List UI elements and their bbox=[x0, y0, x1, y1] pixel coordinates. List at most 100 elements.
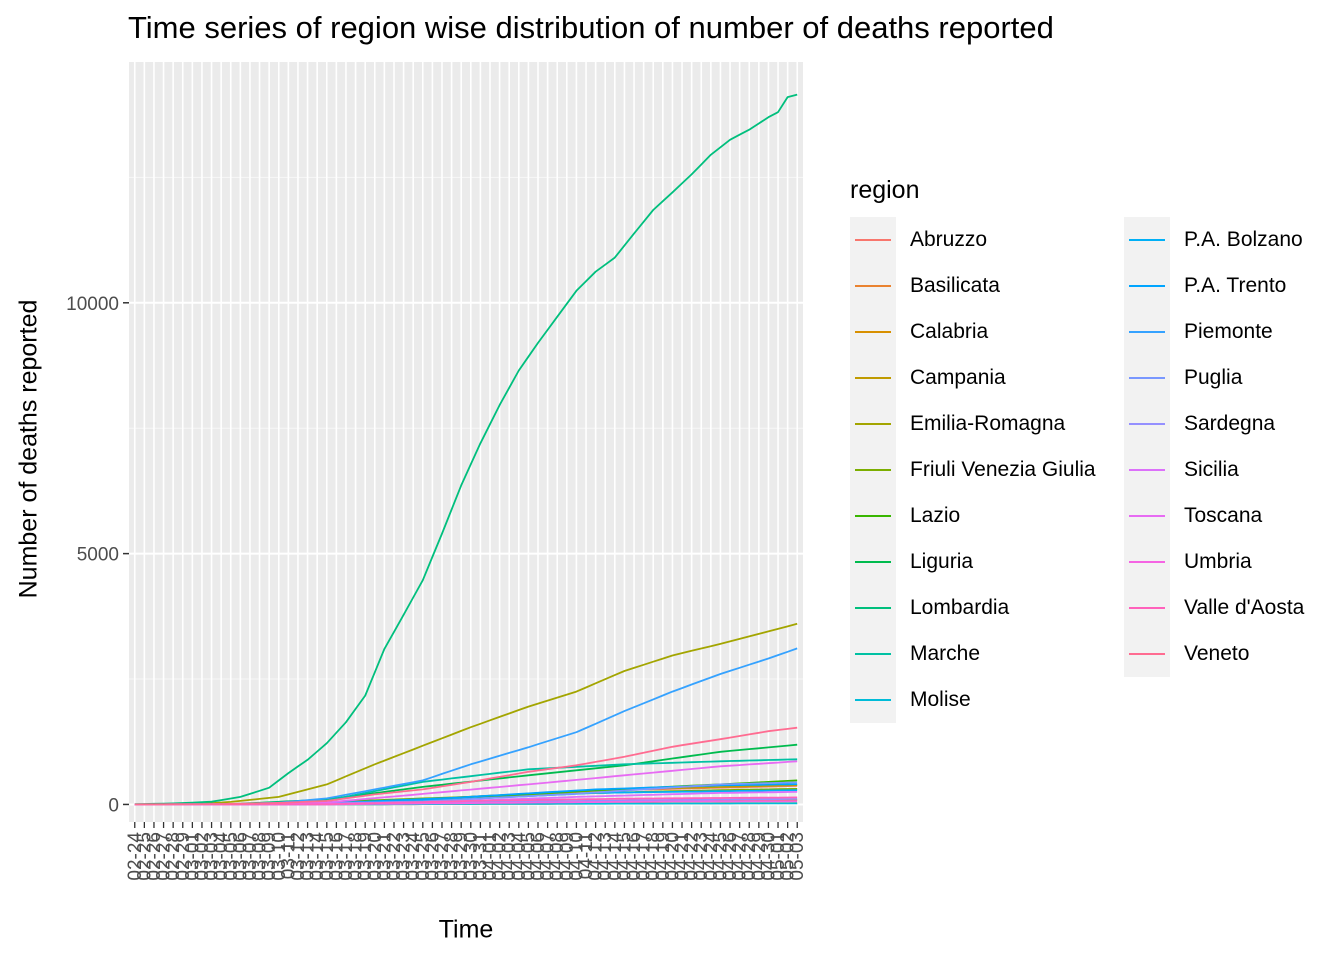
legend-key bbox=[850, 355, 896, 401]
legend-key bbox=[850, 401, 896, 447]
x-tick-label: 04-05 bbox=[518, 832, 539, 881]
legend-label: Campania bbox=[910, 366, 1006, 389]
x-tick-label: 02-28 bbox=[163, 832, 184, 881]
x-tick-label: 03-19 bbox=[355, 832, 376, 881]
legend-item: Calabria bbox=[850, 309, 1096, 355]
x-tick-label: 03-11 bbox=[278, 832, 299, 879]
series-line-veneto bbox=[134, 726, 798, 806]
legend-swatch bbox=[855, 607, 891, 609]
legend-title: region bbox=[850, 176, 920, 204]
x-tick-label: 03-22 bbox=[384, 832, 405, 881]
legend-swatch bbox=[855, 699, 891, 701]
x-tick-label: 04-19 bbox=[653, 832, 674, 881]
x-tick-label: 04-18 bbox=[643, 832, 664, 881]
legend-item: Toscana bbox=[1124, 493, 1304, 539]
x-tick-label: 04-27 bbox=[730, 832, 751, 881]
x-axis-title: Time bbox=[438, 915, 494, 944]
x-tick-label: 04-21 bbox=[672, 832, 693, 881]
series-line-lombardia bbox=[134, 93, 798, 805]
x-tick-label: 03-17 bbox=[336, 832, 357, 881]
legend-key bbox=[1124, 217, 1170, 263]
x-tick-label: 04-02 bbox=[490, 832, 511, 881]
x-tick-label: 04-28 bbox=[739, 832, 760, 881]
x-tick-label: 03-30 bbox=[461, 832, 482, 881]
legend-label: Puglia bbox=[1184, 366, 1243, 389]
x-tick-label: 03-08 bbox=[250, 832, 271, 881]
legend-label: Marche bbox=[910, 642, 981, 665]
x-tick-label: 02-24 bbox=[125, 832, 146, 881]
major-gridlines bbox=[129, 62, 803, 822]
x-tick-label: 03-09 bbox=[259, 832, 280, 881]
x-tick-label: 04-11 bbox=[576, 832, 597, 879]
legend-item: Sicilia bbox=[1124, 447, 1304, 493]
y-axis: 0 5000 10000 bbox=[66, 294, 129, 816]
legend-swatch bbox=[1129, 469, 1165, 471]
legend-label: Umbria bbox=[1184, 550, 1252, 573]
x-tick-label: 02-29 bbox=[173, 832, 194, 881]
x-tick-label: 04-09 bbox=[557, 832, 578, 881]
x-tick-label: 03-16 bbox=[326, 832, 347, 881]
legend-item: Umbria bbox=[1124, 539, 1304, 585]
x-tick-label: 04-16 bbox=[624, 832, 645, 881]
x-tick-label: 04-20 bbox=[662, 832, 683, 881]
legend-swatch bbox=[1129, 653, 1165, 655]
legend-swatch bbox=[855, 653, 891, 655]
x-tick-label: 04-17 bbox=[634, 832, 655, 881]
x-tick-label: 04-12 bbox=[586, 832, 607, 881]
legend-item: Abruzzo bbox=[850, 217, 1096, 263]
series-lines bbox=[134, 93, 798, 806]
x-tick-label: 03-14 bbox=[307, 832, 328, 881]
x-tick-label: 04-03 bbox=[499, 832, 520, 881]
x-tick-label: 02-26 bbox=[144, 832, 165, 881]
x-tick-label: 04-24 bbox=[701, 832, 722, 881]
legend-key bbox=[1124, 263, 1170, 309]
legend-item: P.A. Bolzano bbox=[1124, 217, 1304, 263]
x-tick-label: 03-21 bbox=[374, 832, 395, 881]
legend-key bbox=[1124, 493, 1170, 539]
legend-key bbox=[850, 263, 896, 309]
legend-label: P.A. Bolzano bbox=[1184, 228, 1303, 251]
legend-item: Emilia-Romagna bbox=[850, 401, 1096, 447]
legend-key bbox=[850, 631, 896, 677]
x-tick-label: 04-25 bbox=[710, 832, 731, 881]
legend-swatch bbox=[855, 469, 891, 471]
x-tick-label: 03-28 bbox=[442, 832, 463, 881]
x-tick-label: 04-08 bbox=[547, 832, 568, 881]
legend-label: Sicilia bbox=[1184, 458, 1239, 481]
legend-swatch bbox=[855, 331, 891, 333]
legend-label: Friuli Venezia Giulia bbox=[910, 458, 1096, 481]
legend-swatch bbox=[855, 239, 891, 241]
legend-swatch bbox=[855, 515, 891, 517]
legend-swatch bbox=[1129, 561, 1165, 563]
x-tick-label: 02-25 bbox=[134, 832, 155, 881]
legend-item: Lazio bbox=[850, 493, 1096, 539]
x-tick-label: 03-06 bbox=[230, 832, 251, 881]
y-tick-label: 5000 bbox=[77, 545, 119, 566]
legend-label: Toscana bbox=[1184, 504, 1263, 527]
plot-panel bbox=[129, 62, 803, 822]
x-tick-label: 03-29 bbox=[451, 832, 472, 881]
x-tick-label: 04-06 bbox=[528, 832, 549, 881]
legend-swatch bbox=[1129, 285, 1165, 287]
x-tick-label: 04-01 bbox=[480, 832, 501, 881]
legend-key bbox=[850, 677, 896, 723]
legend-label: Valle d'Aosta bbox=[1184, 596, 1305, 619]
legend-key bbox=[1124, 309, 1170, 355]
legend-item: Marche bbox=[850, 631, 1096, 677]
legend-label: P.A. Trento bbox=[1184, 274, 1287, 297]
x-tick-label: 03-03 bbox=[202, 832, 223, 881]
legend-key bbox=[1124, 539, 1170, 585]
legend-swatch bbox=[1129, 515, 1165, 517]
legend-key bbox=[1124, 355, 1170, 401]
legend-item: Basilicata bbox=[850, 263, 1096, 309]
x-tick-label: 03-27 bbox=[432, 832, 453, 881]
x-tick-label: 05-01 bbox=[768, 832, 789, 881]
x-tick-label: 04-13 bbox=[595, 832, 616, 881]
x-tick-label: 03-02 bbox=[192, 832, 213, 881]
x-tick-label: 04-23 bbox=[691, 832, 712, 881]
x-tick-label: 04-14 bbox=[605, 832, 626, 881]
x-axis: 02-2402-2502-2602-2702-2802-2903-0103-02… bbox=[125, 822, 808, 881]
legend-item: Lombardia bbox=[850, 585, 1096, 631]
legend-label: Emilia-Romagna bbox=[910, 412, 1066, 435]
